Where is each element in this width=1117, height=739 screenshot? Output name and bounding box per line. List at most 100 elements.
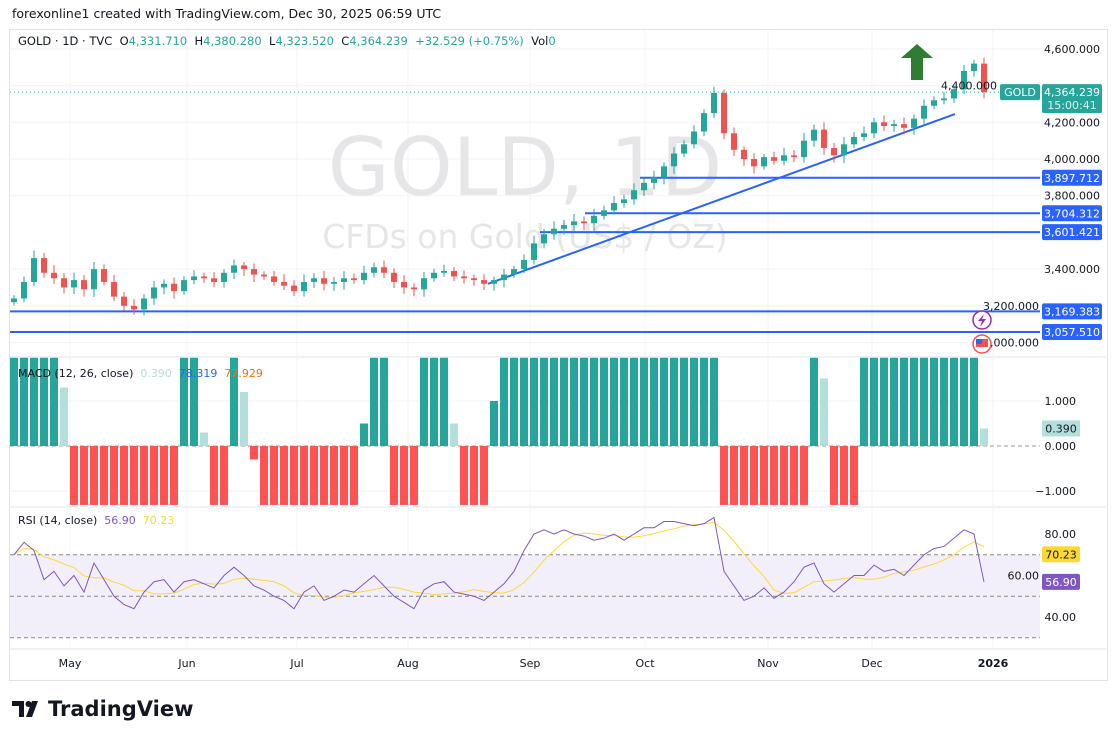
price-tick-label: 4,600.000: [1044, 43, 1100, 56]
macd-histogram-bar: [130, 446, 138, 505]
macd-histogram-bar: [30, 357, 38, 446]
candle-body: [201, 276, 207, 279]
candle-body: [261, 274, 267, 277]
level-tag-label: 3,897.712: [1044, 172, 1100, 185]
macd-histogram-bar: [960, 357, 968, 446]
candle-body: [321, 278, 327, 284]
macd-histogram-bar: [340, 446, 348, 505]
low-label: L: [268, 34, 276, 48]
candle-body: [481, 280, 487, 284]
symbol-label[interactable]: GOLD · 1D · TVC: [18, 34, 113, 48]
macd-histogram-bar: [470, 446, 478, 505]
candle-body: [671, 153, 677, 167]
macd-histogram-bar: [580, 357, 588, 446]
symbol-tag: [1000, 84, 1040, 101]
watermark: GOLD, 1D CFDs on Gold (US$ / OZ): [322, 121, 728, 256]
macd-histogram-bar: [560, 357, 568, 446]
macd-histogram-bar: [730, 446, 738, 505]
rsi-tag-label: 56.90: [1045, 576, 1077, 589]
macd-histogram-bar: [720, 446, 728, 505]
macd-histogram-bar: [150, 446, 158, 505]
candle-body: [301, 281, 307, 292]
macd-histogram-bar: [700, 357, 708, 446]
macd-histogram-bar: [330, 446, 338, 505]
candle-body: [511, 269, 517, 275]
candle-body: [341, 278, 347, 282]
macd-histogram-bar: [250, 446, 258, 460]
candle-body: [431, 272, 437, 279]
macd-histogram-bar: [590, 357, 598, 446]
macd-histogram-bar: [100, 446, 108, 505]
time-tick-label: May: [59, 657, 82, 670]
rsi-legend[interactable]: RSI (14, close) 56.90 70.23: [18, 514, 174, 527]
macd-histogram-bar: [920, 357, 928, 446]
macd-histogram-bar: [180, 357, 188, 446]
macd-histogram-bar: [40, 357, 48, 446]
macd-histogram-bar: [630, 357, 638, 446]
macd-histogram-bar: [780, 446, 788, 505]
candle-body: [741, 149, 747, 159]
macd-histogram-bar: [280, 446, 288, 505]
macd-legend[interactable]: MACD (12, 26, close) 0.390 78.319 77.929: [18, 367, 263, 380]
macd-histogram-bar: [550, 357, 558, 446]
price-tag-label: 4,364.239: [1044, 86, 1100, 99]
macd-tick-label: 0.000: [1045, 440, 1077, 453]
time-tick-label: Jun: [177, 657, 195, 670]
candle-body: [151, 287, 157, 299]
candle-body: [531, 243, 537, 260]
price-tick-label: 3,000.000: [983, 337, 1039, 350]
candle-body: [581, 221, 587, 224]
macd-histogram-bar: [380, 357, 388, 446]
macd-histogram-bar: [360, 423, 368, 446]
candle-body: [11, 298, 17, 303]
macd-histogram-bar: [300, 446, 308, 505]
macd-histogram-bar: [830, 446, 838, 505]
candle-body: [491, 280, 497, 284]
high-value: 4,380.280: [203, 34, 262, 48]
candle-body: [901, 124, 907, 128]
level-tag: [1042, 303, 1102, 320]
macd-histogram-bar: [20, 357, 28, 446]
level-tag: [1042, 323, 1102, 340]
candle-body: [721, 92, 727, 134]
candle-body: [641, 182, 647, 191]
candle-body: [521, 259, 527, 270]
macd-histogram-bar: [500, 357, 508, 446]
macd-histogram-bar: [800, 446, 808, 505]
candle-body: [231, 265, 237, 273]
candle-body: [891, 124, 897, 126]
candle-body: [171, 283, 177, 292]
candle-body: [71, 280, 77, 288]
macd-histogram-bar: [520, 357, 528, 446]
price-tick-label: 4,400.000: [941, 80, 997, 93]
us-flag-icon[interactable]: [972, 334, 992, 354]
candle-body: [851, 136, 857, 145]
candle-body: [471, 278, 477, 281]
macd-histogram-bar: [530, 357, 538, 446]
candle-body: [971, 63, 977, 71]
candles: [10, 57, 1040, 316]
macd-histogram-bar: [50, 357, 58, 446]
price-axis: 4,600.000 4,400.000 4,200.000 4,000.000 3,80…: [941, 43, 1102, 350]
macd-histogram-bar: [260, 446, 268, 505]
candle-body: [181, 280, 187, 292]
rsi-tag: [1042, 573, 1080, 590]
candle-body: [911, 118, 917, 128]
high-label: H: [194, 34, 204, 48]
lightning-icon[interactable]: [972, 310, 992, 330]
candle-body: [411, 287, 417, 290]
tradingview-logo[interactable]: TradingView: [12, 697, 193, 721]
macd-histogram-bar: [420, 357, 428, 446]
symbol-tag-label: GOLD: [1004, 86, 1036, 99]
candle-body: [571, 221, 577, 226]
price-tick-label: 3,400.000: [1044, 263, 1100, 276]
time-axis: May Jun Jul Aug Sep Oct Nov Dec 2026: [59, 657, 1009, 670]
candle-body: [101, 269, 107, 282]
candle-body: [731, 133, 737, 150]
candle-body: [781, 155, 787, 161]
macd-histogram-bar: [60, 387, 68, 446]
time-tick-label: Sep: [520, 657, 541, 670]
macd-histogram-bar: [970, 357, 978, 446]
macd-histogram-bar: [170, 446, 178, 505]
